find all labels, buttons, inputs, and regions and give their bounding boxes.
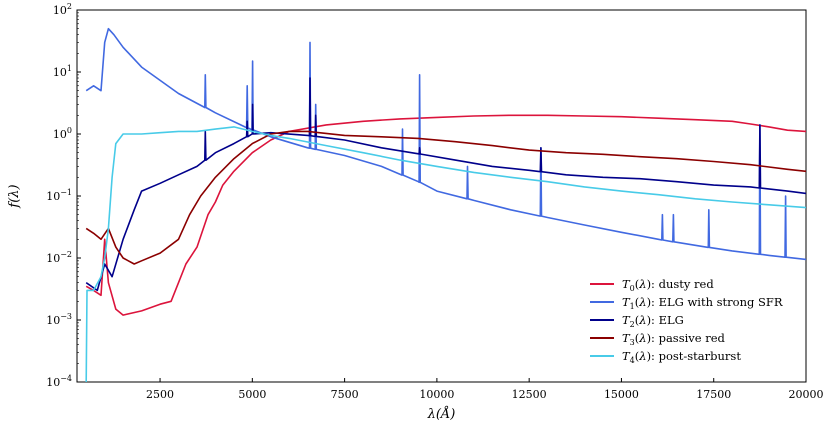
series-line-t1 xyxy=(85,27,806,261)
y-tick-label: 102 xyxy=(53,2,72,17)
x-tick-label: 10000 xyxy=(419,388,454,401)
series-line-t0 xyxy=(85,114,806,316)
legend-label-t4: T4(λ): post-starburst xyxy=(622,349,741,365)
x-tick-label: 12500 xyxy=(512,388,547,401)
y-tick-label: 10−2 xyxy=(46,250,72,265)
y-axis-label: f(λ) xyxy=(7,184,22,208)
legend: T0(λ): dusty red T1(λ): ELG with strong S… xyxy=(590,277,783,365)
y-tick-label: 10−1 xyxy=(46,188,72,203)
series-line-t4 xyxy=(85,126,806,382)
x-tick-label: 7500 xyxy=(331,388,359,401)
plot-area xyxy=(76,9,807,383)
y-tick-label: 10−3 xyxy=(46,312,72,327)
legend-label-t3: T3(λ): passive red xyxy=(622,331,726,347)
x-axis-ticks: 2500 5000 7500 10000 12500 15000 17500 20000 xyxy=(146,378,824,401)
x-tick-label: 2500 xyxy=(146,388,174,401)
x-tick-label: 20000 xyxy=(789,388,824,401)
x-axis-label: λ(Å) xyxy=(427,406,456,422)
x-tick-label: 17500 xyxy=(696,388,731,401)
plot-frame xyxy=(76,9,807,383)
series-line-t2 xyxy=(85,77,806,292)
series-line-t3 xyxy=(85,130,806,265)
series-lines xyxy=(85,27,806,382)
y-axis-ticks: 10−4 10−3 10−2 10−1 100 101 102 xyxy=(46,2,81,389)
y-tick-label: 10−4 xyxy=(46,374,72,389)
legend-label-t1: T1(λ): ELG with strong SFR xyxy=(622,295,783,311)
x-tick-label: 15000 xyxy=(604,388,639,401)
legend-label-t2: T2(λ): ELG xyxy=(622,313,684,329)
x-tick-label: 5000 xyxy=(238,388,266,401)
y-tick-label: 101 xyxy=(53,64,72,79)
legend-label-t0: T0(λ): dusty red xyxy=(622,277,714,293)
y-tick-label: 100 xyxy=(53,126,72,141)
